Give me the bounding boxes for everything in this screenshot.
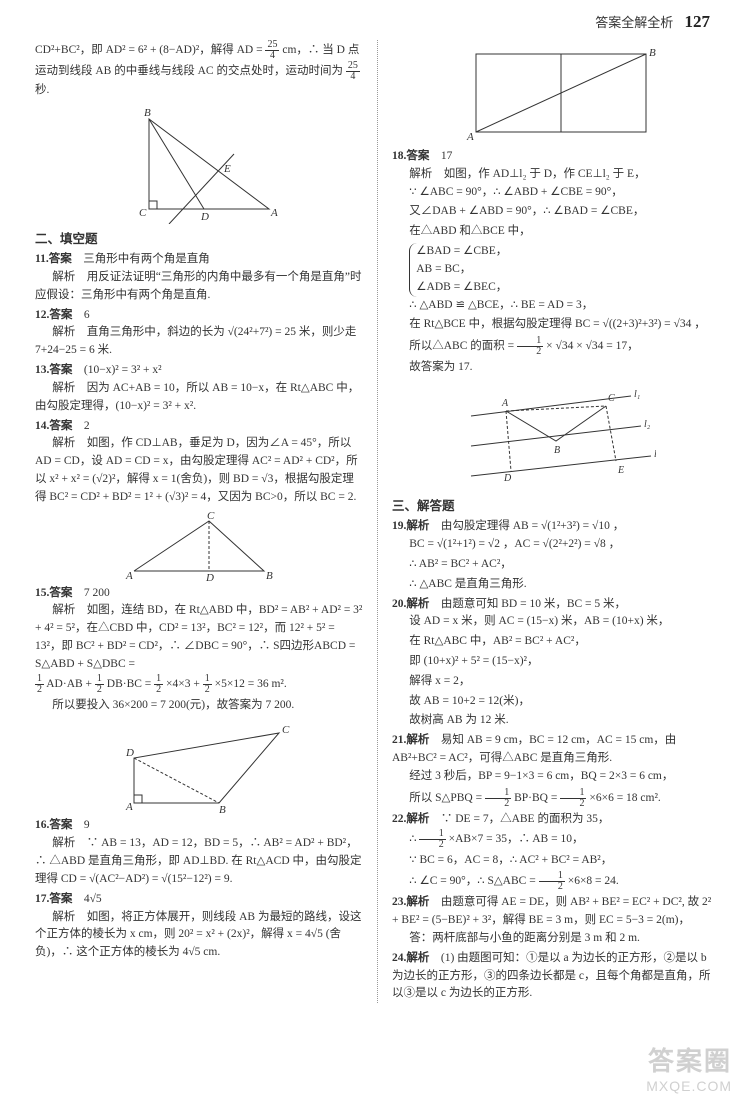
svg-text:C: C [608, 393, 615, 404]
q16-explain: 解析 ∵ AB = 13，AD = 12，BD = 5，∴ AB² = AD² … [35, 835, 363, 888]
page-number: 127 [685, 12, 711, 31]
svg-text:E: E [617, 465, 624, 476]
continuation-text: CD²+BC²，即 AD² = 6² + (8−AD)²，解得 AD = 254… [35, 40, 363, 100]
svg-text:C: C [139, 207, 147, 219]
quad-diagram: D C A B [104, 718, 294, 813]
svg-text:B: B [554, 445, 560, 456]
svg-text:C: C [282, 724, 290, 736]
q22: 22.解析 ∵ DE = 7，△ABE 的面积为 35， [392, 811, 720, 829]
svg-text:D: D [503, 473, 512, 484]
q20: 20.解析 由题意可知 BD = 10 米，BC = 5 米， [392, 596, 720, 614]
q14-explain: 解析 如图，作 CD⊥AB，垂足为 D，因为∠A = 45°，所以 AD = C… [35, 435, 363, 506]
brace-group: ∠BAD = ∠CBE， AB = BC， ∠ADB = ∠BEC， [409, 243, 720, 296]
q17-explain: 解析 如图，将正方体展开，则线段 AB 为最短的路线，设这个正方体的棱长为 x … [35, 909, 363, 962]
svg-text:A: A [125, 570, 133, 581]
fraction: 254 [265, 40, 279, 61]
svg-text:l₁: l₁ [634, 389, 640, 400]
lines-diagram: A C D B E l₁ l₂ l₃ [456, 381, 656, 491]
q15-exp-frac: 12 AD·AB + 12 DB·BC = 12 ×4×3 + 12 ×5×12… [35, 674, 363, 695]
text: 秒. [35, 84, 49, 96]
q15: 15.答案 7 200 [35, 585, 363, 603]
q15-exp6: 所以要投入 36×200 = 7 200(元)，故答案为 7 200. [35, 697, 363, 715]
q19: 19.解析 由勾股定理得 AB = √(1²+3²) = √10 ， [392, 518, 720, 536]
svg-text:B: B [649, 47, 656, 59]
watermark-bottom: MXQE.COM [646, 1078, 732, 1094]
svg-text:E: E [223, 163, 231, 175]
watermark: 答案圈 MXQE.COM [646, 1041, 732, 1094]
q21: 21.解析 易知 AB = 9 cm，BC = 12 cm，AC = 15 cm… [392, 732, 720, 768]
q12-explain2: 7+24−25 = 6 米. [35, 342, 363, 360]
q24: 24.解析 (1) 由题图可知：①是以 a 为边长的正方形，②是以 b 为边长的… [392, 950, 720, 1003]
svg-text:A: A [125, 801, 133, 813]
q13-explain: 解析 因为 AC+AB = 10，所以 AB = 10−x，在 Rt△ABC 中… [35, 380, 363, 416]
fraction: 254 [346, 61, 360, 82]
section-solve: 三、解答题 [392, 497, 720, 516]
content-columns: CD²+BC²，即 AD² = 6² + (8−AD)²，解得 AD = 254… [0, 40, 750, 1003]
q17: 17.答案 4√5 [35, 891, 363, 909]
header-title: 答案全解全析 [595, 15, 673, 30]
svg-text:A: A [501, 398, 509, 409]
q15-explain: 解析 如图，连结 BD，在 Rt△ABD 中，BD² = AB² + AD² =… [35, 602, 363, 673]
q16: 16.答案 9 [35, 817, 363, 835]
svg-text:D: D [205, 572, 214, 581]
q14: 14.答案 2 [35, 418, 363, 436]
q18: 18.答案 17 [392, 148, 720, 166]
svg-text:l₂: l₂ [644, 419, 651, 430]
svg-text:A: A [466, 131, 474, 143]
svg-text:D: D [200, 211, 209, 223]
page-header: 答案全解全析 127 [0, 0, 750, 40]
q13: 13.答案 (10−x)² = 3² + x² [35, 362, 363, 380]
triangle-diagram-1: B E C D A [109, 104, 289, 224]
q12: 12.答案 6 [35, 307, 363, 325]
rect-diagram: A B [451, 44, 661, 144]
q11: 11.答案 三角形中有两个角是直角 [35, 251, 363, 269]
svg-text:B: B [219, 804, 226, 813]
watermark-top: 答案圈 [646, 1041, 732, 1078]
svg-text:l₃: l₃ [654, 449, 656, 460]
text: CD²+BC²，即 AD² = 6² + (8−AD)²，解得 AD = [35, 44, 265, 56]
q23: 23.解析 由题意可得 AE = DE，则 AB² + BE² = EC² + … [392, 894, 720, 930]
left-column: CD²+BC²，即 AD² = 6² + (8−AD)²，解得 AD = 254… [35, 40, 378, 1003]
q18-exp: 解析 如图，作 AD⊥l₂ 于 D，作 CE⊥l₂ 于 E， [392, 166, 720, 184]
svg-text:A: A [270, 207, 278, 219]
q12-explain: 解析 直角三角形中，斜边的长为 √(24²+7²) = 25 米，则少走 [35, 324, 363, 342]
svg-text:B: B [266, 570, 273, 581]
q11-explain: 解析 用反证法证明“三角形的内角中最多有一个角是直角”时应假设：三角形中有两个角… [35, 269, 363, 305]
svg-text:B: B [144, 107, 151, 119]
svg-text:D: D [125, 747, 134, 759]
section-fill-blank: 二、填空题 [35, 230, 363, 249]
svg-text:C: C [207, 511, 215, 522]
right-column: A B 18.答案 17 解析 如图，作 AD⊥l₂ 于 D，作 CE⊥l₂ 于… [378, 40, 720, 1003]
triangle-diagram-2: C A D B [114, 511, 284, 581]
